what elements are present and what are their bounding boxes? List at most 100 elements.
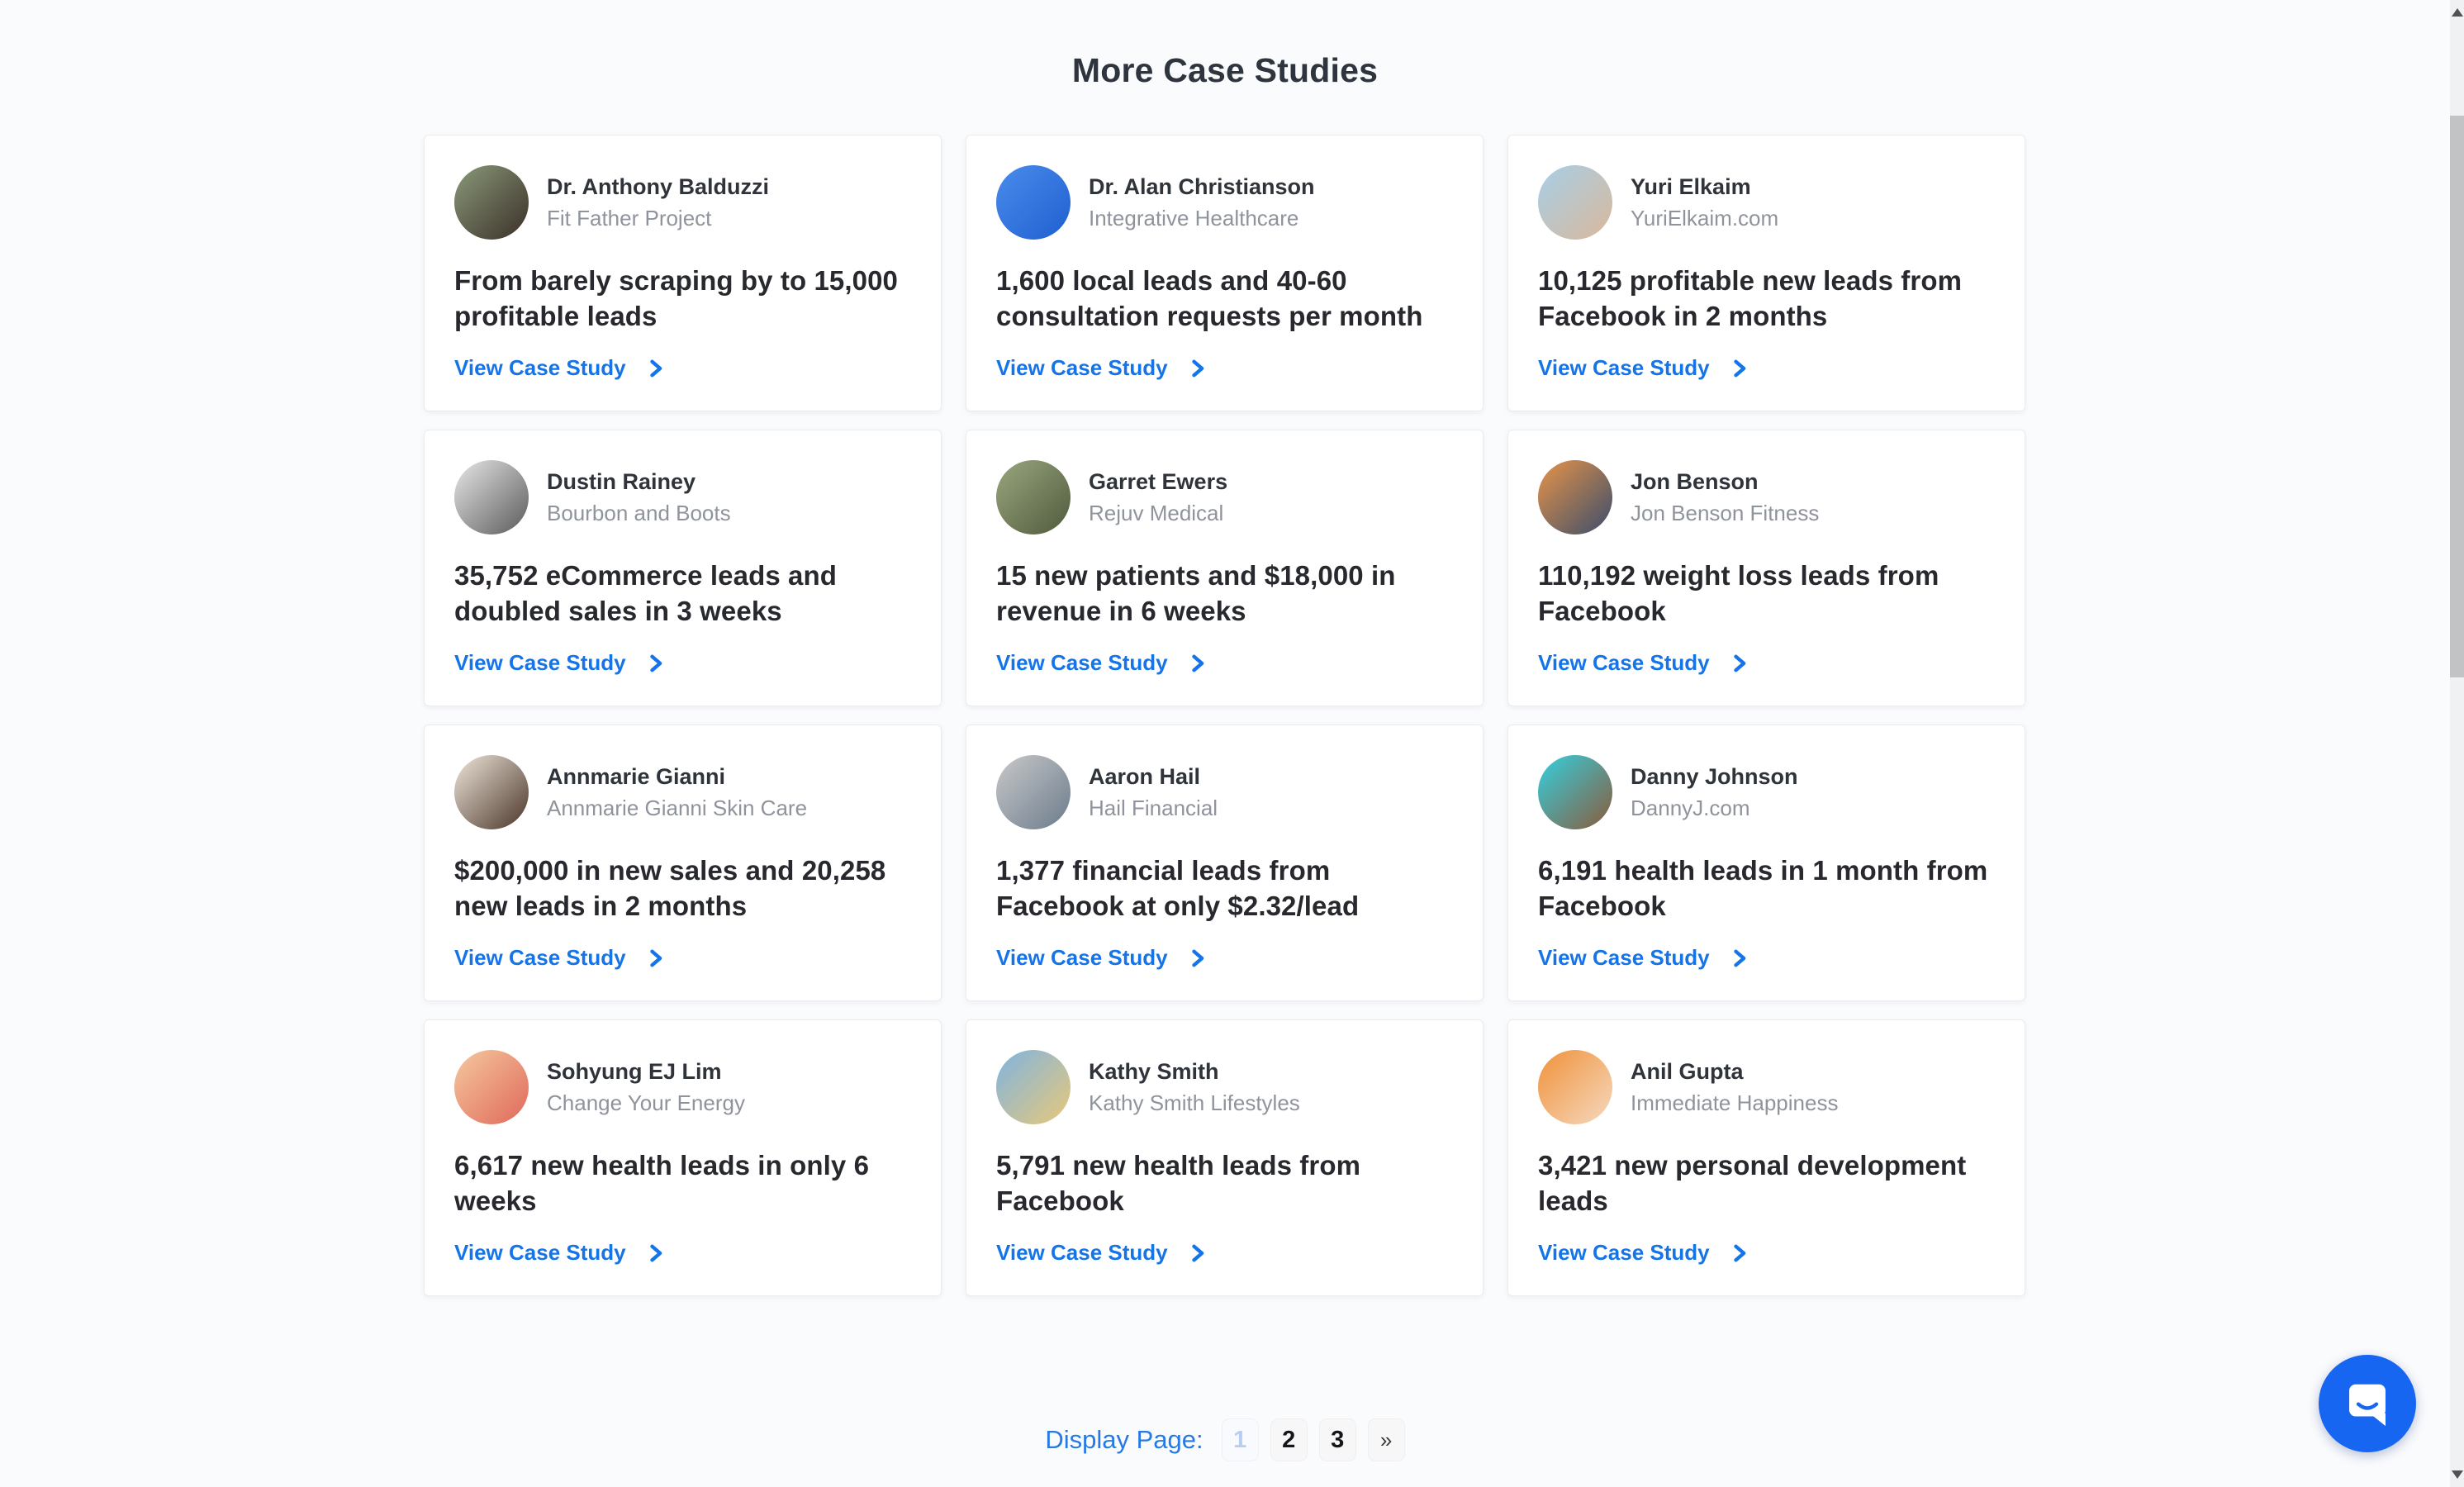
person-name: Dr. Anthony Balduzzi [547, 173, 769, 199]
person-info: Dustin Rainey Bourbon and Boots [547, 469, 731, 525]
company-name: Jon Benson Fitness [1631, 500, 1820, 525]
person-name: Yuri Elkaim [1631, 173, 1751, 199]
avatar [454, 165, 529, 240]
view-case-study-link[interactable]: View Case Study [1538, 650, 1748, 676]
case-study-headline: 110,192 weight loss leads from Facebook [1538, 560, 1939, 626]
pagination-label: Display Page: [1045, 1425, 1204, 1454]
chevron-right-icon [1191, 949, 1204, 967]
card-header: Sohyung EJ Lim Change Your Energy [454, 1050, 908, 1124]
company-name: Integrative Healthcare [1089, 205, 1299, 230]
case-study-headline: 6,617 new health leads in only 6 weeks [454, 1150, 870, 1216]
case-study-card: Dustin Rainey Bourbon and Boots 35,752 e… [424, 430, 942, 706]
avatar [1538, 460, 1612, 534]
company-name: Fit Father Project [547, 205, 712, 230]
view-case-study-link[interactable]: View Case Study [1538, 945, 1748, 971]
person-info: Danny Johnson DannyJ.com [1631, 763, 1798, 820]
view-case-study-link[interactable]: View Case Study [996, 650, 1206, 676]
view-case-study-link[interactable]: View Case Study [996, 1240, 1206, 1266]
avatar [996, 460, 1071, 534]
chevron-right-icon [1191, 359, 1204, 377]
case-study-card: Yuri Elkaim YuriElkaim.com 10,125 profit… [1507, 135, 2025, 411]
view-case-study-label: View Case Study [454, 355, 626, 380]
case-study-headline: 15 new patients and $18,000 in revenue i… [996, 560, 1396, 626]
card-header: Garret Ewers Rejuv Medical [996, 460, 1450, 534]
scroll-down-arrow-icon[interactable] [2452, 1470, 2463, 1479]
view-case-study-label: View Case Study [454, 1240, 626, 1265]
avatar [454, 460, 529, 534]
chevron-right-icon [649, 359, 662, 377]
card-header: Aaron Hail Hail Financial [996, 755, 1450, 829]
card-header: Jon Benson Jon Benson Fitness [1538, 460, 1992, 534]
chevron-right-icon [649, 654, 662, 672]
view-case-study-label: View Case Study [454, 650, 626, 675]
case-study-card: Anil Gupta Immediate Happiness 3,421 new… [1507, 1019, 2025, 1296]
case-study-card: Dr. Anthony Balduzzi Fit Father Project … [424, 135, 942, 411]
page-button-current[interactable]: 1 [1221, 1418, 1259, 1461]
person-name: Kathy Smith [1089, 1058, 1219, 1084]
view-case-study-label: View Case Study [454, 945, 626, 970]
scrollbar-track[interactable] [2450, 0, 2464, 1487]
company-name: DannyJ.com [1631, 795, 1750, 820]
chevron-right-icon [1733, 359, 1745, 377]
person-name: Danny Johnson [1631, 763, 1798, 789]
view-case-study-label: View Case Study [1538, 355, 1710, 380]
person-info: Kathy Smith Kathy Smith Lifestyles [1089, 1058, 1300, 1115]
company-name: Immediate Happiness [1631, 1090, 1839, 1115]
person-info: Dr. Anthony Balduzzi Fit Father Project [547, 173, 769, 230]
case-study-card: Jon Benson Jon Benson Fitness 110,192 we… [1507, 430, 2025, 706]
card-header: Dustin Rainey Bourbon and Boots [454, 460, 908, 534]
scrollbar-thumb[interactable] [2450, 116, 2464, 677]
content-area: More Case Studies Dr. Anthony Balduzzi F… [0, 51, 2450, 1461]
scroll-up-arrow-icon[interactable] [2452, 8, 2463, 17]
person-name: Jon Benson [1631, 468, 1759, 494]
chevron-right-icon [649, 949, 662, 967]
view-case-study-label: View Case Study [1538, 945, 1710, 970]
person-name: Aaron Hail [1089, 763, 1201, 789]
chevron-right-icon [1733, 949, 1745, 967]
person-info: Garret Ewers Rejuv Medical [1089, 469, 1227, 525]
company-name: Rejuv Medical [1089, 500, 1224, 525]
card-header: Dr. Anthony Balduzzi Fit Father Project [454, 165, 908, 240]
card-header: Yuri Elkaim YuriElkaim.com [1538, 165, 1992, 240]
next-page-button[interactable]: » [1367, 1418, 1405, 1461]
view-case-study-link[interactable]: View Case Study [454, 945, 664, 971]
page-title: More Case Studies [1071, 51, 1379, 89]
case-study-card: Kathy Smith Kathy Smith Lifestyles 5,791… [966, 1019, 1484, 1296]
avatar [1538, 165, 1612, 240]
case-study-headline: $200,000 in new sales and 20,258 new lea… [454, 855, 886, 921]
card-header: Danny Johnson DannyJ.com [1538, 755, 1992, 829]
view-case-study-link[interactable]: View Case Study [996, 355, 1206, 381]
case-studies-grid: Dr. Anthony Balduzzi Fit Father Project … [424, 135, 2026, 1296]
view-case-study-link[interactable]: View Case Study [454, 650, 664, 676]
case-study-card: Garret Ewers Rejuv Medical 15 new patien… [966, 430, 1484, 706]
case-study-card: Dr. Alan Christianson Integrative Health… [966, 135, 1484, 411]
view-case-study-link[interactable]: View Case Study [454, 1240, 664, 1266]
view-case-study-link[interactable]: View Case Study [1538, 355, 1748, 381]
chat-widget-button[interactable] [2319, 1355, 2416, 1452]
person-info: Aaron Hail Hail Financial [1089, 763, 1218, 820]
person-info: Sohyung EJ Lim Change Your Energy [547, 1059, 745, 1115]
pagination: Display Page: 1 2 3 » [0, 1418, 2450, 1461]
view-case-study-link[interactable]: View Case Study [454, 355, 664, 381]
person-name: Dr. Alan Christianson [1089, 173, 1315, 199]
view-case-study-link[interactable]: View Case Study [996, 945, 1206, 971]
chevron-right-icon [1733, 654, 1745, 672]
card-header: Dr. Alan Christianson Integrative Health… [996, 165, 1450, 240]
person-name: Anil Gupta [1631, 1058, 1744, 1084]
view-case-study-label: View Case Study [996, 945, 1168, 970]
company-name: Hail Financial [1089, 795, 1218, 820]
view-case-study-link[interactable]: View Case Study [1538, 1240, 1748, 1266]
avatar [996, 1050, 1071, 1124]
person-info: Yuri Elkaim YuriElkaim.com [1631, 173, 1778, 230]
company-name: Change Your Energy [547, 1090, 745, 1115]
avatar [454, 755, 529, 829]
view-case-study-label: View Case Study [996, 650, 1168, 675]
page-button[interactable]: 3 [1318, 1418, 1356, 1461]
page-button[interactable]: 2 [1270, 1418, 1308, 1461]
chevron-right-icon [1191, 1244, 1204, 1261]
card-header: Annmarie Gianni Annmarie Gianni Skin Car… [454, 755, 908, 829]
company-name: Kathy Smith Lifestyles [1089, 1090, 1300, 1115]
case-study-headline: 1,600 local leads and 40-60 consultation… [996, 265, 1423, 331]
chevron-right-icon [649, 1244, 662, 1261]
